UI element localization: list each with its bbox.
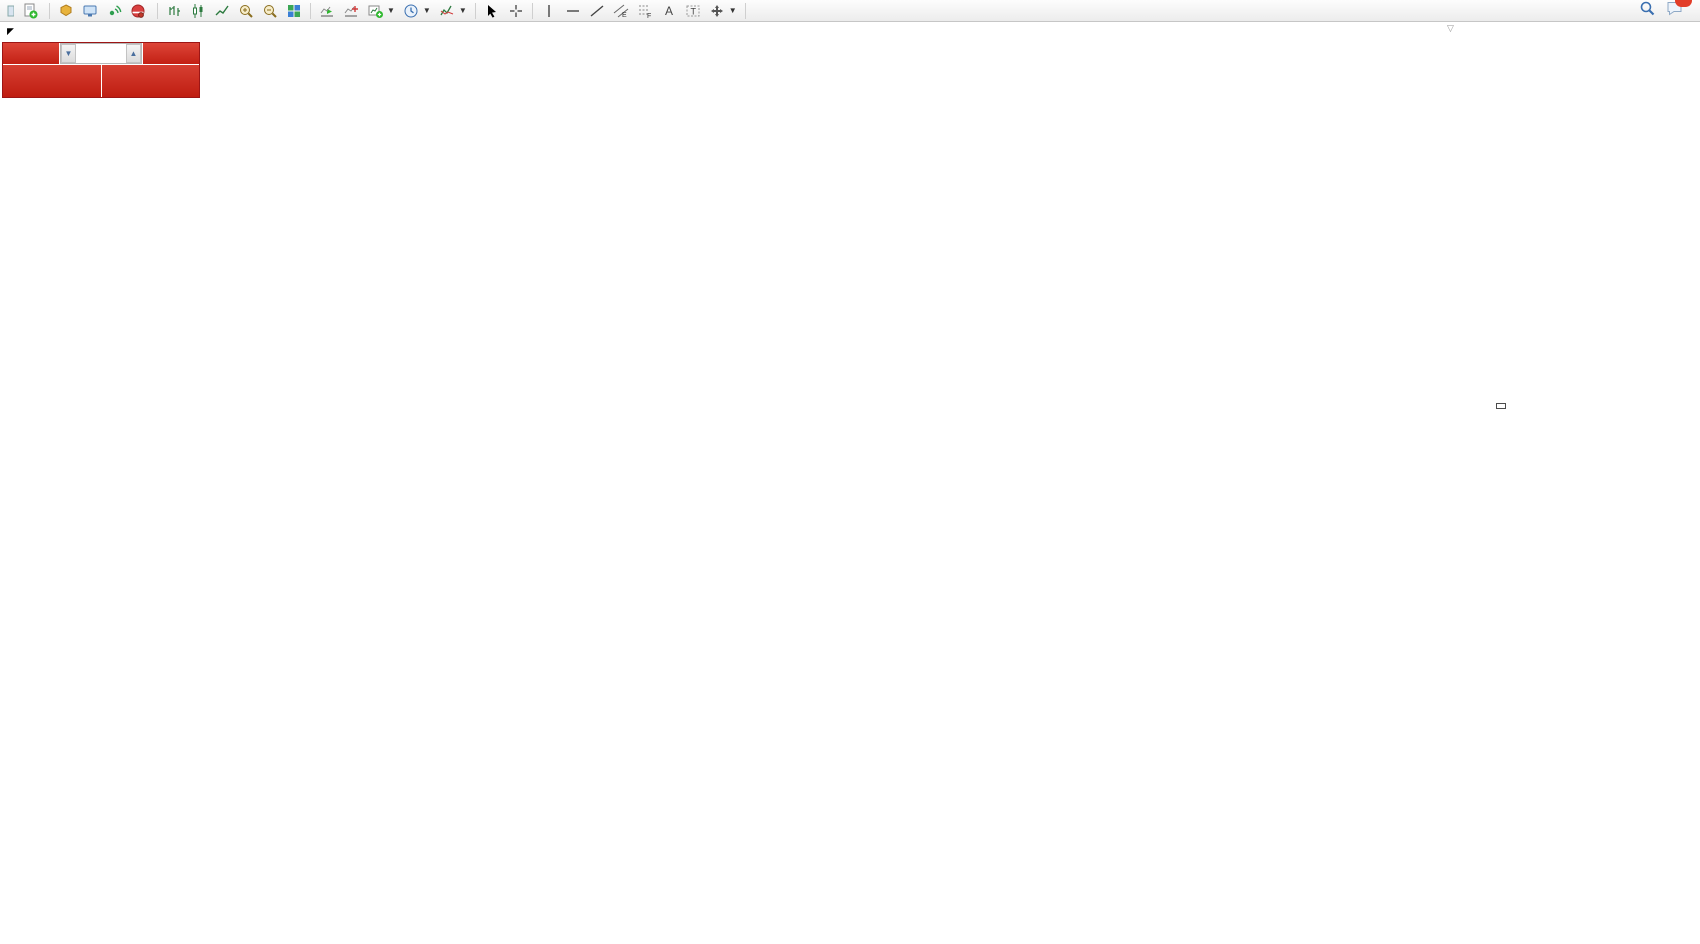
chart-shift-marker[interactable]: ▽: [1447, 23, 1454, 33]
autotrading-button[interactable]: [126, 1, 153, 21]
cursor-icon: [487, 4, 496, 18]
fibonacci-icon: F: [638, 5, 651, 19]
auto-scroll-button[interactable]: [315, 1, 339, 21]
horizont al-line-tool[interactable]: [561, 1, 585, 21]
sell-button[interactable]: [3, 43, 59, 64]
trendline-tool[interactable]: [585, 1, 609, 21]
vertical-line-icon: [548, 4, 550, 17]
zoom-out-button[interactable]: [258, 1, 282, 21]
chevron-down-icon: ▼: [422, 6, 431, 15]
text-label-tool[interactable]: T: [681, 1, 705, 21]
monitor-icon: [83, 5, 97, 16]
sell-price[interactable]: [3, 65, 101, 97]
toolbar-separator: [474, 2, 476, 19]
indicators-icon: [440, 5, 454, 15]
auto-scroll-icon: [320, 6, 333, 16]
text-label-icon: T: [686, 5, 700, 16]
chart-pointer-icon: ◤: [7, 26, 14, 36]
signal-button[interactable]: [102, 1, 126, 21]
bar-chart-mode-button[interactable]: [162, 1, 186, 21]
chart-shift-button[interactable]: [339, 1, 363, 21]
turning-point-annotation[interactable]: [1496, 403, 1506, 409]
channel-icon: E: [613, 4, 629, 19]
autotrading-icon: [131, 4, 145, 18]
tile-windows-button[interactable]: [282, 1, 306, 21]
chevron-down-icon: ▼: [387, 6, 395, 15]
one-click-trading-panel: ▼ ▲: [2, 42, 200, 98]
cursor-tool-button[interactable]: [480, 1, 504, 21]
notification-badge: [1675, 0, 1692, 7]
horizontal-line-icon: [566, 9, 579, 12]
new-chart-icon: [368, 5, 383, 18]
cube-icon: [60, 3, 72, 16]
zoom-out-icon: [264, 4, 277, 18]
volume-stepper: ▼ ▲: [60, 43, 142, 64]
toolbar: ▼ ▼ ▼ E F A T ▼: [0, 0, 1700, 22]
trendline-icon: [590, 4, 604, 17]
toolbar-separator: [49, 2, 50, 19]
arrows-icon: [710, 4, 723, 17]
vertical-line-tool[interactable]: [537, 1, 561, 21]
crosshair-icon: [509, 4, 522, 17]
signal-icon: [109, 4, 122, 15]
chat-button[interactable]: [1666, 0, 1692, 21]
toolbar-right-group: [1639, 0, 1698, 22]
zoom-in-icon: [240, 4, 253, 18]
buy-button[interactable]: [143, 43, 199, 64]
clipped-icon[interactable]: [2, 1, 18, 21]
periods-button[interactable]: ▼: [399, 1, 435, 21]
chevron-down-icon: ▼: [458, 6, 467, 15]
fibonacci-tool[interactable]: F: [633, 1, 657, 21]
channel-tool[interactable]: E: [609, 1, 633, 21]
toolbar-separator: [157, 2, 158, 19]
text-tool[interactable]: A: [657, 1, 681, 21]
toolbar-separator: [310, 2, 311, 19]
line-chart-mode-button[interactable]: [210, 1, 234, 21]
new-order-button[interactable]: [18, 1, 45, 21]
crosshair-tool-button[interactable]: [504, 1, 528, 21]
search-icon: [1640, 1, 1655, 15]
clock-icon: [404, 4, 418, 17]
line-chart-icon: [215, 5, 229, 15]
search-button[interactable]: [1639, 0, 1656, 22]
indicators-button[interactable]: ▼: [435, 1, 471, 21]
candlestick-icon: [193, 3, 203, 18]
zoom-in-button[interactable]: [234, 1, 258, 21]
bar-chart-icon: [169, 5, 180, 16]
svg-text:F: F: [647, 13, 651, 19]
arrows-tool[interactable]: ▼: [705, 1, 741, 21]
svg-text:T: T: [690, 6, 696, 16]
market-watch-button[interactable]: [78, 1, 102, 21]
buy-price[interactable]: [101, 65, 199, 97]
cube-button[interactable]: [54, 1, 78, 21]
chart-window: ◤ ▽ ▼ ▲: [0, 22, 1700, 944]
chevron-down-icon: ▼: [728, 6, 737, 15]
volume-decrease-button[interactable]: ▼: [61, 44, 76, 63]
toolbar-separator: [744, 2, 746, 19]
volume-increase-button[interactable]: ▲: [126, 44, 141, 63]
candle-chart-mode-button[interactable]: [186, 1, 210, 21]
svg-text:A: A: [665, 4, 673, 18]
text-icon: A: [665, 4, 673, 18]
tile-windows-icon: [288, 4, 300, 17]
new-order-icon: [24, 3, 38, 18]
new-chart-button[interactable]: ▼: [363, 1, 399, 21]
chart-shift-icon: [344, 5, 358, 16]
toolbar-separator: [531, 2, 533, 19]
svg-text:E: E: [622, 12, 627, 19]
